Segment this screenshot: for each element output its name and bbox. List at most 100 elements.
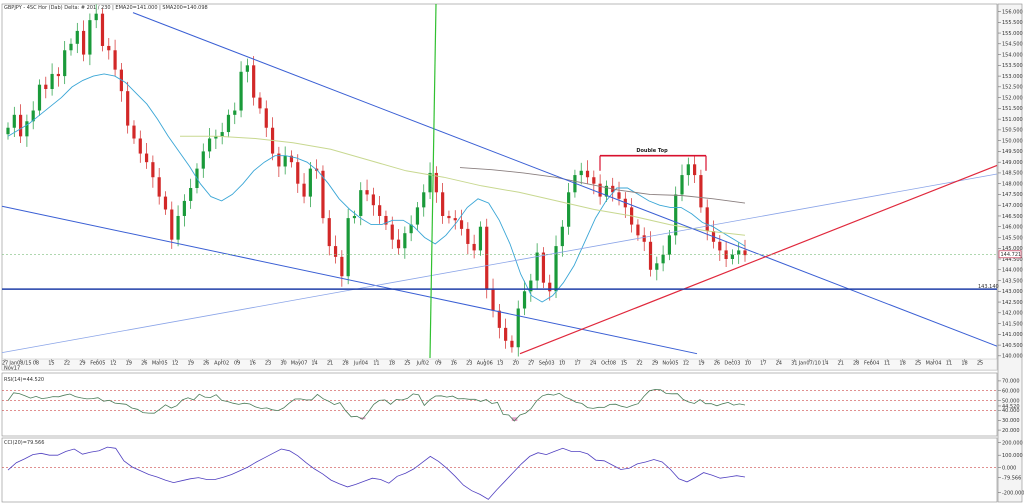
candle-body (730, 254, 735, 260)
candle-body (138, 138, 142, 154)
cci-title: CCI(20)=79.566 (4, 440, 44, 446)
candle-body (340, 256, 344, 277)
price-tick-label: 155.500 (1002, 20, 1023, 26)
candle-body (283, 155, 287, 167)
candle-body (737, 250, 741, 255)
candle-body (617, 192, 621, 199)
ema20-line (7, 73, 746, 303)
price-tick-label: 151.000 (1002, 117, 1023, 123)
time-tick-label: 15 (48, 361, 54, 367)
price-tick-label: 144.500 (1002, 257, 1023, 263)
time-tick-label: 12 (683, 361, 689, 367)
candle-body (415, 207, 420, 225)
candle-body (522, 291, 527, 309)
time-tick-label: 28 (342, 361, 348, 367)
candle-body (699, 175, 703, 208)
candle-body (510, 340, 514, 348)
candle-body (56, 73, 60, 77)
time-tick-label: 27 (528, 361, 534, 367)
price-tick-label: 142.500 (1002, 300, 1023, 306)
candle-body (207, 138, 212, 152)
candle-body (277, 153, 281, 167)
candle-body (37, 84, 42, 111)
price-tick-label: 144.000 (1002, 268, 1023, 274)
cci-pane-frame (1, 437, 998, 503)
candle-body (535, 252, 539, 281)
candle-body (214, 136, 218, 139)
candle-body (592, 177, 596, 184)
candle-body (548, 282, 552, 292)
candle-body (371, 194, 375, 206)
red-support-trendline (519, 164, 998, 355)
candle-body (352, 215, 357, 219)
price-tick-label: 145.500 (1002, 235, 1023, 241)
candle-body (308, 168, 312, 197)
price-tick-label: 140.500 (1002, 343, 1023, 349)
candle-body (466, 228, 470, 244)
candle-body (567, 192, 571, 227)
time-tick-label: 16 (249, 361, 255, 367)
candle-body (44, 84, 48, 90)
time-tick-label: Jan07/10 (798, 361, 821, 367)
candle-body (346, 218, 350, 277)
candle-body (497, 310, 501, 328)
rising-trendline (1, 173, 998, 354)
candle-body (504, 327, 508, 341)
candle-body (636, 224, 640, 236)
rsi-tick-label: 40.000 (1002, 408, 1020, 414)
candle-body (642, 235, 646, 242)
candle-body (516, 308, 520, 348)
candle-body (182, 200, 186, 216)
candle-body (390, 224, 394, 240)
price-tick-label: 149.500 (1002, 149, 1023, 155)
time-tick-label: 18 (961, 361, 967, 367)
candle-body (321, 170, 325, 219)
candle-body (396, 239, 401, 249)
sma-line (459, 167, 746, 204)
candle-body (252, 65, 256, 98)
price-tick-label: 152.000 (1002, 95, 1023, 101)
candle-body (648, 241, 653, 270)
rsi-tick-label: 70.000 (1002, 379, 1020, 385)
candle-body (151, 162, 155, 178)
candle-body (176, 215, 180, 240)
time-tick-label: 26 (714, 361, 720, 367)
time-tick-label: 10 (745, 361, 751, 367)
rsi-tick-label: 44.520 (1002, 404, 1020, 410)
time-tick-label: Jun04 (353, 361, 368, 367)
candle-body (359, 190, 363, 216)
candle-body (472, 243, 476, 251)
candle-body (724, 250, 728, 260)
time-tick-label: Oct08 (601, 361, 616, 367)
candle-body (529, 280, 533, 292)
time-tick-label: 25 (915, 361, 921, 367)
time-tick-label: 14 (311, 361, 317, 367)
time-tick-label: 18 (389, 361, 395, 367)
candle-body (667, 235, 672, 255)
candle-body (409, 224, 413, 234)
candle-body (239, 71, 243, 111)
rsi-tick-label: 50.000 (1002, 398, 1020, 404)
price-tick-label: 152.500 (1002, 85, 1023, 91)
price-tick-label: 150.000 (1002, 138, 1023, 144)
rsi-oversold-fill (511, 417, 518, 422)
double-top-label: Double Top (636, 148, 668, 154)
time-tick-label: 17 (574, 361, 580, 367)
current-price-tag (998, 250, 1022, 259)
time-tick-label: 24 (776, 361, 782, 367)
candle-body (422, 192, 426, 208)
candle-body (6, 127, 10, 135)
candle-body (447, 215, 451, 219)
candle-body (220, 132, 224, 137)
candle-body (674, 194, 678, 236)
time-tick-label: Apr02 (214, 361, 229, 367)
price-tick-label: 148.500 (1002, 171, 1023, 177)
candle-body (157, 177, 161, 197)
candle-body (333, 246, 338, 257)
rsi-tick-label: 60.000 (1002, 389, 1020, 395)
time-tick-label: 22 (636, 361, 642, 367)
candle-body (12, 114, 16, 128)
time-tick-label: 30 (280, 361, 286, 367)
time-tick-label: Feb04 (864, 361, 879, 367)
candle-body (541, 252, 546, 283)
